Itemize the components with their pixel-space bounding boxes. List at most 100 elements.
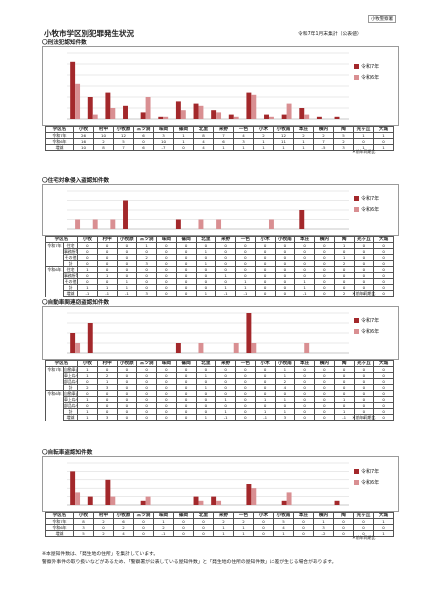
- bar-r6-7: [198, 219, 204, 229]
- bar-r7-10: [246, 484, 252, 505]
- row-label: 増減: [62, 290, 79, 297]
- bar-r7-6: [175, 219, 181, 229]
- legend-swatch: [354, 479, 359, 485]
- legend-swatch: [354, 64, 359, 70]
- legend-label: 令和6年: [361, 329, 380, 336]
- table-cell: 1: [293, 144, 314, 151]
- bar-r6-4: [145, 97, 151, 119]
- bar-r7-0: [70, 333, 76, 353]
- table-row: その他 0 0 0 2 0 0 0 0 0 0 0 0 0 1 0 0: [45, 254, 395, 261]
- district-header-cell: 小牧南: [274, 236, 296, 243]
- bar-r6-7: [198, 500, 204, 505]
- bar-r7-6: [175, 343, 181, 353]
- table-cell: 5: [73, 530, 94, 537]
- bar-r7-2: [105, 479, 111, 505]
- table-row: 増減 10 8 7 6 -7 0 4 1 1 1 1 1 -5 3 1 1: [45, 144, 394, 151]
- table-cell: -7: [153, 144, 174, 151]
- data-table: 学区名 小牧 村中 小牧原 三ツ渕 味岡 篠岡 北里 米野 一色 小木 小牧南 本庄 横内陶光ヶ丘 大城 令和…: [45, 512, 394, 537]
- row-label: 増減: [45, 530, 74, 537]
- bar-r6-0: [75, 492, 81, 505]
- bar-r6-8: [216, 500, 222, 505]
- row-label: 車上ねらい: [62, 396, 79, 403]
- table-cell: -1: [254, 414, 276, 421]
- legend-label: 令和6年: [361, 207, 380, 213]
- footnote-1: ※本屋知件数は、「発生地の住所」を集計しています。: [42, 552, 159, 557]
- legend-label: 令和7年: [361, 318, 380, 325]
- table-cell: -1: [215, 414, 237, 421]
- table-cell: 0: [156, 414, 177, 421]
- bar-r6-0: [75, 83, 81, 119]
- bar-r7-3: [123, 200, 128, 229]
- page-badge: 小牧警察署: [368, 15, 396, 23]
- bar-r6-10: [251, 94, 257, 119]
- bar-r7-6: [175, 101, 181, 119]
- table-cell: 1: [273, 530, 294, 537]
- table-cell: 0: [373, 290, 395, 297]
- row-label: 自動車盗: [62, 366, 79, 373]
- district-header-cell: 三ツ渕: [136, 360, 158, 367]
- bar-r6-0: [75, 219, 81, 229]
- bar-r6-0: [75, 343, 81, 353]
- chart-legend: 令和7年 令和6年: [354, 195, 379, 217]
- district-header-cell: 小牧南: [274, 360, 296, 367]
- bar-r7-14: [316, 116, 322, 119]
- legend-swatch: [354, 75, 359, 81]
- table-header-row: 学区名 小牧 村中 小牧原 三ツ渕 味岡 篠岡 北里 米野 一色 小木 小牧南 本庄 横内陶光ヶ丘 大城: [45, 512, 394, 519]
- bar-r6-10: [251, 343, 257, 353]
- bar-chart: [42, 306, 399, 360]
- table-cell: 0: [156, 290, 177, 297]
- table-cell: 0: [293, 530, 314, 537]
- row-label: 車上ねらい: [62, 372, 79, 379]
- bar-r7-15: [334, 500, 340, 505]
- section-title: 〇自転車盗認知件数: [42, 450, 93, 456]
- row-group: 令和7年: [45, 366, 64, 373]
- bar-r6-13: [304, 343, 310, 353]
- source-note: ＊前年同期比: [352, 148, 376, 154]
- table-cell: 3: [274, 414, 296, 421]
- legend-swatch: [354, 318, 359, 324]
- table-row: 増減 5 2 4 0 -1 0 0 1 1 0 1 0 -2 0 0 1: [45, 530, 394, 537]
- table-cell: -1: [294, 290, 316, 297]
- table-cell: 6: [133, 144, 154, 151]
- legend-swatch: [354, 468, 359, 474]
- source-note: ＊前年同期比: [352, 291, 376, 296]
- table-cell: 0: [173, 144, 194, 151]
- district-header-cell: 小牧原: [116, 360, 138, 367]
- row-label: 事務所等: [62, 272, 79, 279]
- row-group: [45, 414, 64, 421]
- table-cell: 1: [233, 530, 254, 537]
- chart-legend: 令和7年 令和6年: [354, 468, 379, 490]
- chart-legend: 令和7年令和6年: [354, 317, 379, 339]
- district-header-cell: 光ヶ丘: [353, 360, 375, 367]
- section-title: 〇刑法犯認知件数: [42, 40, 87, 46]
- bar-r7-5: [158, 116, 164, 119]
- legend-swatch: [354, 329, 359, 335]
- table-cell: -1: [116, 290, 138, 297]
- table-cell: 0: [133, 530, 154, 537]
- row-label: 増減: [45, 144, 74, 151]
- table-cell: 0: [175, 290, 197, 297]
- bar-r7-9: [228, 114, 234, 119]
- table-cell: 1: [233, 144, 254, 151]
- table-cell: 8: [93, 144, 114, 151]
- bar-r6-10: [251, 488, 257, 505]
- table-cell: 0: [253, 530, 274, 537]
- table-cell: 1: [213, 144, 234, 151]
- row-label: 部品ねらい: [62, 402, 79, 409]
- bar-r7-12: [281, 114, 287, 119]
- bar-r6-11: [268, 219, 274, 229]
- table-cell: 1: [273, 144, 294, 151]
- table-cell: -1: [77, 290, 98, 297]
- table-cell: 4: [193, 144, 214, 151]
- bar-r6-5: [163, 116, 169, 119]
- bar-r7-7: [193, 103, 199, 119]
- row-label: その他: [62, 278, 79, 285]
- bar-r7-15: [334, 116, 340, 119]
- table-cell: 0: [235, 414, 256, 421]
- bar-r7-4: [140, 500, 146, 505]
- table-cell: 0: [314, 290, 335, 297]
- table-row: 事務所等0000001000000000: [45, 248, 395, 255]
- table-cell: -1: [153, 530, 174, 537]
- legend-label: 令和7年: [361, 64, 380, 71]
- chart-legend: 令和7年 令和6年: [354, 63, 379, 85]
